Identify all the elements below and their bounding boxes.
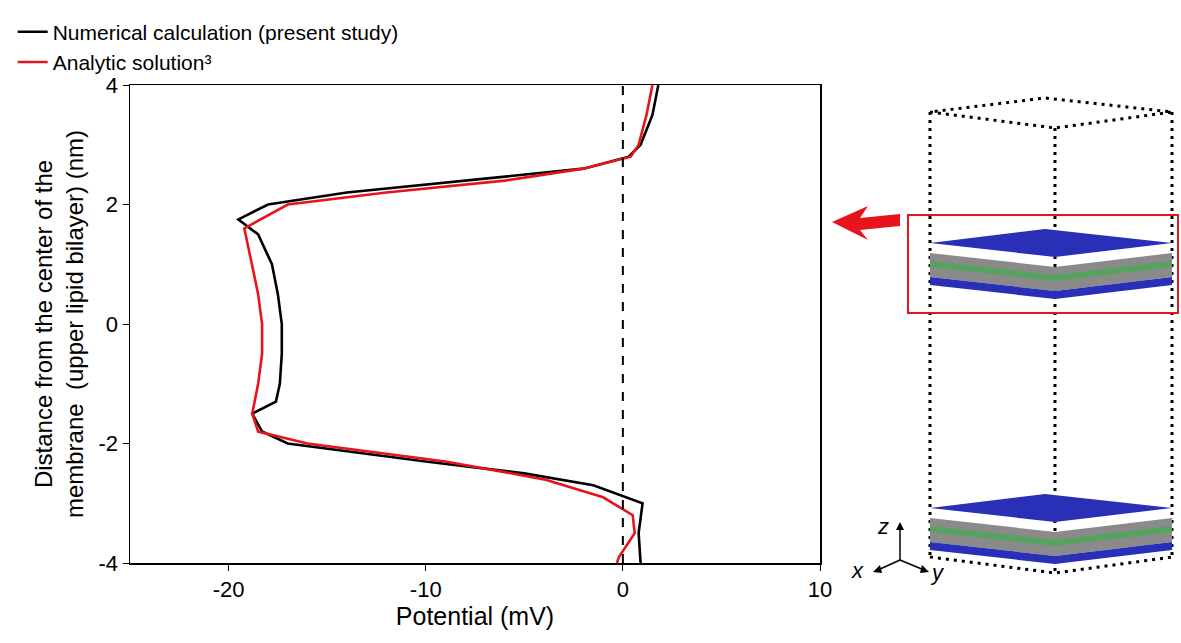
svg-text:-20: -20 [213,577,245,602]
svg-text:Analytic solution³: Analytic solution³ [53,51,212,74]
svg-text:Numerical calculation (present: Numerical calculation (present study) [53,21,398,44]
svg-text:0: 0 [106,312,118,337]
svg-text:Distance from the center of th: Distance from the center of themembrane … [30,130,88,518]
svg-text:4: 4 [106,73,118,98]
svg-text:y: y [930,560,945,585]
svg-text:-2: -2 [99,431,119,456]
svg-text:-10: -10 [410,577,442,602]
svg-text:Potential (mV): Potential (mV) [396,602,554,630]
svg-text:10: 10 [808,577,832,602]
svg-text:x: x [851,558,864,583]
svg-text:2: 2 [106,192,118,217]
svg-text:0: 0 [617,577,629,602]
svg-text:-4: -4 [99,551,119,576]
svg-text:z: z [877,514,889,539]
